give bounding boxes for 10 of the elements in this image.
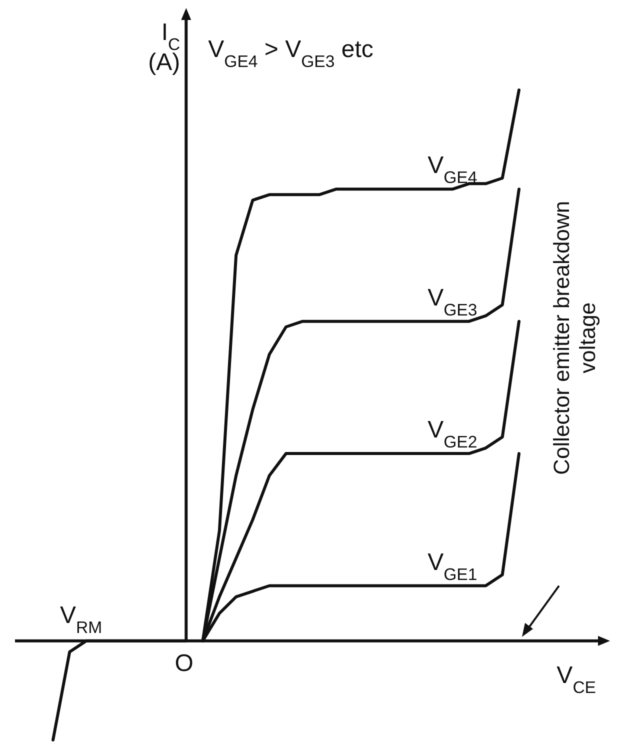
- series-label: V$_{GE1}$: [428, 548, 478, 584]
- annotation: V$_{RM}$: [60, 602, 102, 636]
- series-label: V$_{GE2}$: [428, 416, 478, 452]
- annotation: O: [174, 650, 194, 677]
- x-axis-title: V$_{CE}$: [556, 662, 596, 696]
- series-label: V$_{GE4}$: [428, 152, 478, 187]
- chart-title: V$_{GE4}$ > V$_{GE3}$ etc: [208, 36, 374, 70]
- y-axis-title: I$_{C}$ (A): [148, 19, 180, 76]
- text: Collector emitter breakdown voltage: [549, 200, 600, 475]
- series-label: V$_{GE3}$: [428, 284, 478, 319]
